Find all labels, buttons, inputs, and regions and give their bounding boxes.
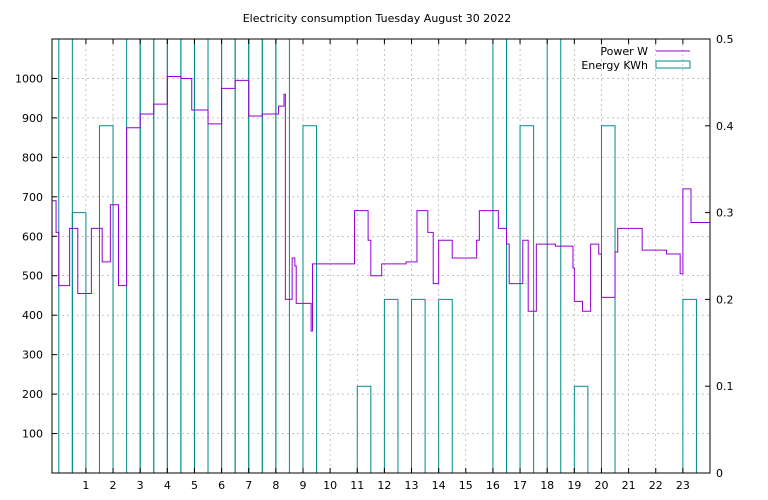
x-tick-label: 9: [299, 479, 306, 492]
x-tick-label: 20: [594, 479, 608, 492]
plot-frame: [51, 38, 711, 474]
y-left-tick-label: 500: [22, 270, 43, 283]
y-left-tick-label: 900: [22, 112, 43, 125]
x-tick-label: 15: [459, 479, 473, 492]
energy-bar: [546, 38, 562, 473]
energy-bar: [356, 385, 372, 473]
y-right-tick-label: 0.3: [716, 207, 734, 220]
energy-bar: [180, 38, 195, 473]
energy-bar: [438, 298, 453, 473]
y-right-tick-label: 0.4: [716, 120, 734, 133]
x-tick-label: 6: [218, 479, 225, 492]
x-tick-label: 1: [82, 479, 89, 492]
energy-bar: [302, 125, 318, 473]
y-left-tick-label: 400: [22, 309, 43, 322]
energy-bar: [411, 298, 426, 473]
energy-bar: [600, 125, 616, 473]
x-tick-label: 4: [164, 479, 171, 492]
y-left-tick-label: 200: [22, 388, 43, 401]
x-tick-label: 14: [432, 479, 446, 492]
energy-bar: [383, 298, 399, 473]
energy-bar: [234, 38, 250, 473]
x-tick-label: 23: [676, 479, 690, 492]
y-left-tick-label: 1000: [15, 72, 43, 85]
energy-bar: [275, 38, 290, 473]
legend: Power W Energy KWh: [581, 45, 691, 72]
y-right-tick-label: 0.2: [716, 293, 734, 306]
x-tick-label: 10: [323, 479, 337, 492]
energy-bar: [71, 212, 87, 473]
power-line: [52, 75, 710, 332]
x-tick-label: 13: [405, 479, 419, 492]
energy-bar: [139, 38, 155, 473]
x-tick-label: 2: [110, 479, 117, 492]
grid-layer: [52, 39, 710, 473]
energy-bar: [166, 38, 182, 473]
x-tick-label: 16: [486, 479, 500, 492]
axis-ticks: 1 2 3 4 5 6 7 8 9 10 11 12 13 14 15 16 17 18 19 20 21 22 23100…: [15, 33, 734, 492]
energy-bar: [519, 125, 535, 473]
y-left-tick-label: 100: [22, 428, 43, 441]
energy-bar: [207, 38, 223, 473]
x-tick-label: 11: [350, 479, 364, 492]
y-left-tick-label: 300: [22, 349, 43, 362]
energy-bar: [682, 298, 697, 473]
energy-bar: [98, 125, 114, 473]
energy-bar: [58, 38, 73, 473]
energy-bar: [126, 38, 141, 473]
energy-bar: [573, 385, 589, 473]
x-tick-label: 8: [272, 479, 279, 492]
x-tick-label: 22: [649, 479, 663, 492]
x-tick-label: 21: [622, 479, 636, 492]
x-tick-label: 18: [540, 479, 554, 492]
legend-swatch-energy: [655, 60, 691, 69]
legend-label-power: Power W: [600, 45, 648, 58]
energy-bar: [248, 38, 263, 473]
x-tick-label: 3: [137, 479, 144, 492]
energy-bar: [492, 38, 507, 473]
y-left-tick-label: 600: [22, 230, 43, 243]
power-series: [52, 75, 710, 332]
energy-bar: [261, 38, 277, 473]
chart-title: Electricity consumption Tuesday August 3…: [243, 12, 512, 25]
x-tick-label: 12: [377, 479, 391, 492]
x-tick-label: 7: [245, 479, 252, 492]
y-right-tick-label: 0.1: [716, 380, 734, 393]
energy-bar: [193, 38, 209, 473]
y-right-tick-label: 0: [716, 467, 723, 480]
y-right-tick-label: 0.5: [716, 33, 734, 46]
legend-label-energy: Energy KWh: [581, 59, 648, 72]
x-tick-label: 17: [513, 479, 527, 492]
y-left-tick-label: 700: [22, 191, 43, 204]
x-tick-label: 19: [567, 479, 581, 492]
x-tick-label: 5: [191, 479, 198, 492]
y-left-tick-label: 800: [22, 151, 43, 164]
energy-bar: [221, 38, 236, 473]
